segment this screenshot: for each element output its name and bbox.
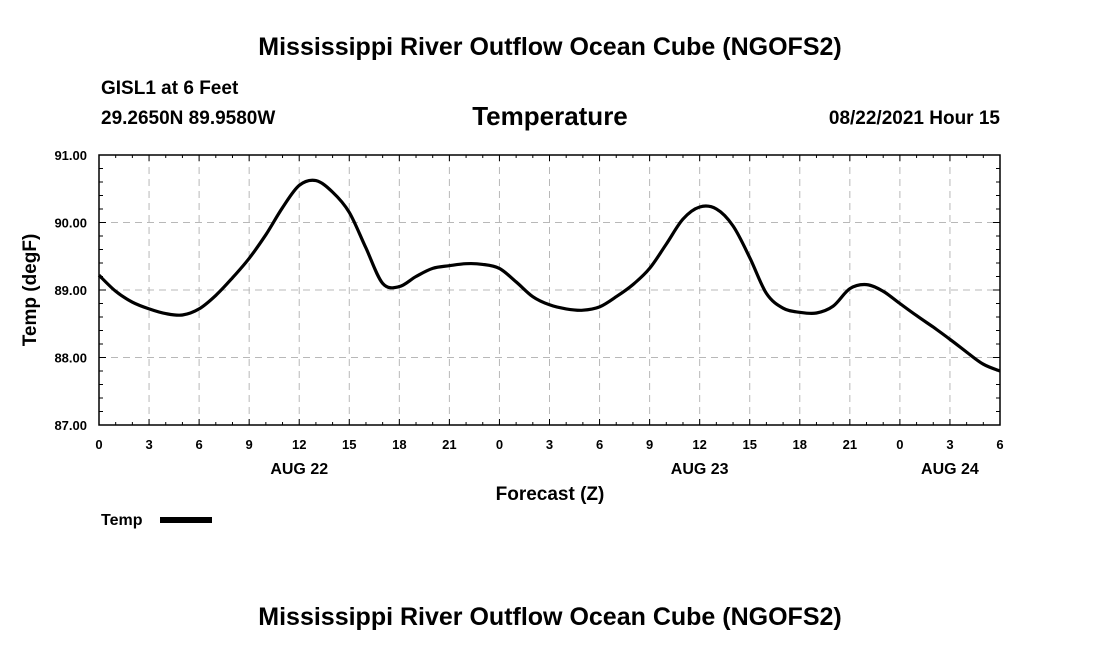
x-tick-label: 18 (793, 437, 807, 452)
y-tick-label: 87.00 (54, 418, 87, 433)
y-axis-title: Temp (degF) (20, 234, 41, 347)
station-name: GISL1 at 6 Feet (101, 78, 239, 99)
date-label: AUG 23 (671, 461, 729, 478)
x-tick-label: 3 (145, 437, 152, 452)
x-tick-label: 0 (496, 437, 503, 452)
series-line-temp (97, 178, 1001, 373)
x-tick-label: 6 (195, 437, 202, 452)
x-tick-label: 9 (646, 437, 653, 452)
plot-frame (98, 154, 1001, 426)
chart-subtitle: Temperature (472, 101, 628, 131)
x-tick-label: 21 (843, 437, 857, 452)
x-tick-label: 15 (742, 437, 756, 452)
x-tick-label: 15 (342, 437, 356, 452)
x-tick-label: 12 (292, 437, 306, 452)
x-tick-label: 9 (246, 437, 253, 452)
x-tick-label: 0 (95, 437, 102, 452)
gridlines (99, 155, 1000, 425)
legend: Temp (101, 512, 212, 529)
y-tick-label: 89.00 (54, 283, 87, 298)
x-tick-label: 3 (546, 437, 553, 452)
x-tick-label: 18 (392, 437, 406, 452)
x-tick-label: 6 (996, 437, 1003, 452)
series-layer (97, 178, 1001, 373)
x-tick-label: 21 (442, 437, 456, 452)
footer-title: Mississippi River Outflow Ocean Cube (NG… (258, 603, 841, 631)
date-label: AUG 22 (270, 461, 328, 478)
x-tick-label: 0 (896, 437, 903, 452)
date-label: AUG 24 (921, 461, 979, 478)
x-tick-label: 3 (946, 437, 953, 452)
y-tick-label: 88.00 (54, 351, 87, 366)
tick-labels: 0 3 6 9 12 15 18 21 0 3 6 9 12 15 18 21 0 3 6 AUG 22 AUG 23 A… (54, 148, 1003, 478)
chart-title: Mississippi River Outflow Ocean Cube (NG… (258, 33, 841, 61)
station-coordinates: 29.2650N 89.9580W (101, 108, 275, 129)
legend-label: Temp (101, 512, 143, 529)
x-tick-label: 6 (596, 437, 603, 452)
x-tick-label: 12 (692, 437, 706, 452)
x-axis-title: Forecast (Z) (496, 484, 605, 505)
forecast-timestamp: 08/22/2021 Hour 15 (829, 108, 1001, 129)
y-tick-label: 91.00 (54, 148, 87, 163)
y-tick-label: 90.00 (54, 216, 87, 231)
